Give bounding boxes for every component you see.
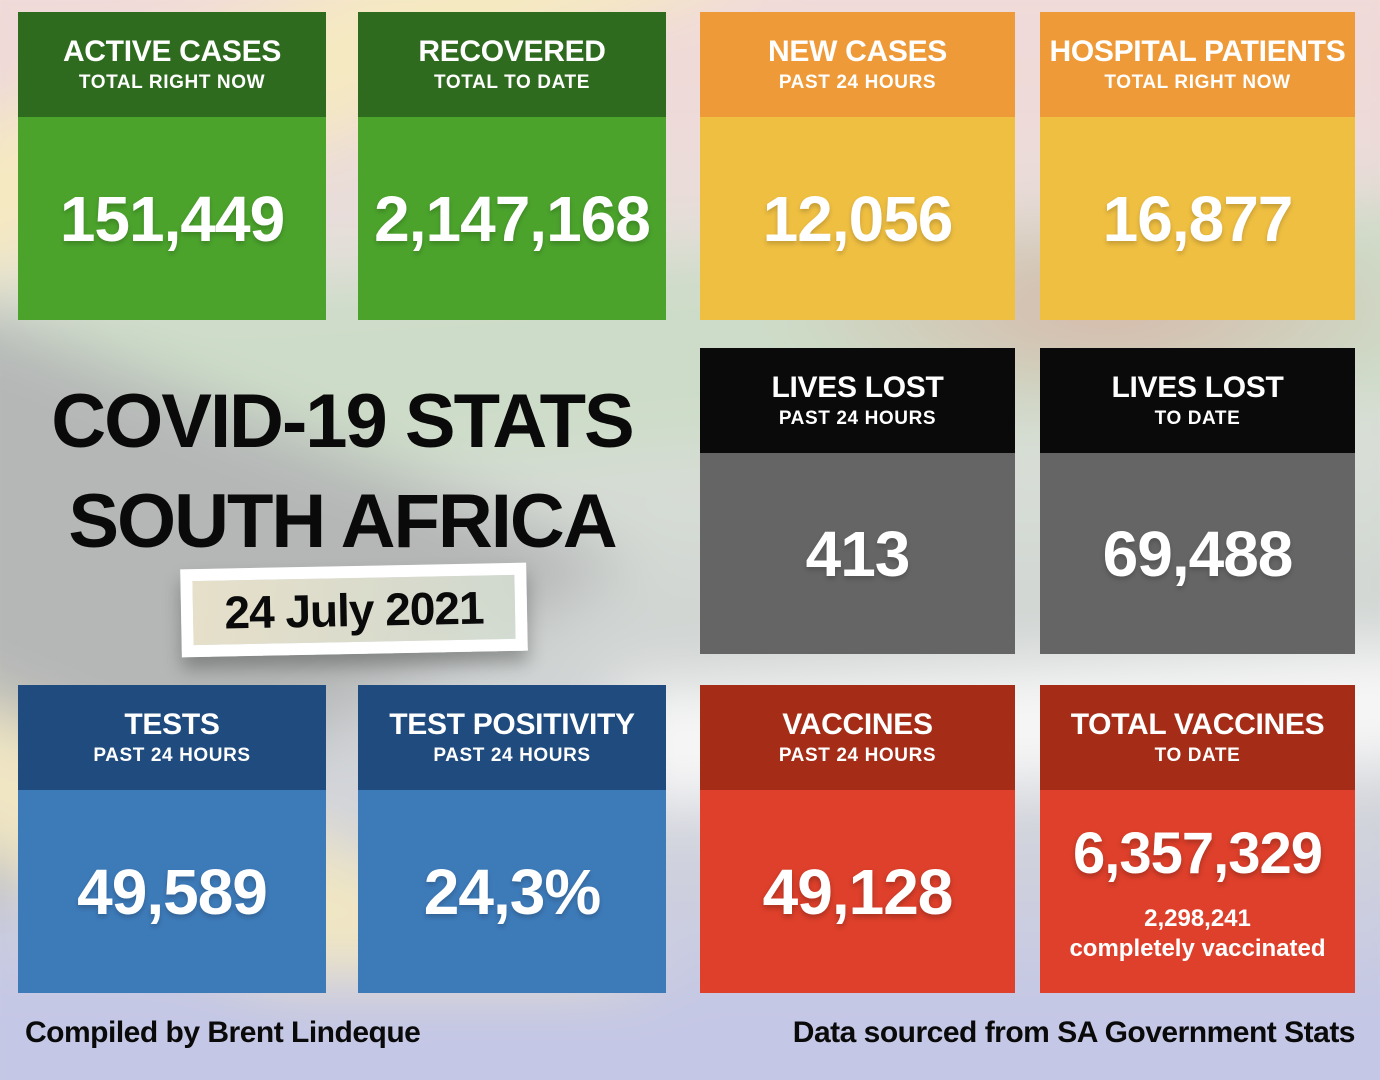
card-body: 2,147,168 <box>358 117 666 320</box>
card-header: HOSPITAL PATIENTS TOTAL RIGHT NOW <box>1040 12 1355 117</box>
footer-source: Data sourced from SA Government Stats <box>792 1016 1356 1049</box>
card-subtitle: TOTAL RIGHT NOW <box>1104 72 1291 93</box>
card-header: VACCINES PAST 24 HOURS <box>700 685 1015 790</box>
card-header: TOTAL VACCINES TO DATE <box>1040 685 1355 790</box>
card-new-cases: NEW CASES PAST 24 HOURS 12,056 <box>700 12 1015 320</box>
card-title: LIVES LOST <box>1111 371 1284 404</box>
card-body: 151,449 <box>18 117 326 320</box>
card-subtitle: PAST 24 HOURS <box>433 745 591 766</box>
card-value: 151,449 <box>59 182 285 255</box>
card-value: 12,056 <box>762 182 954 255</box>
card-title: TOTAL VACCINES <box>1070 708 1325 741</box>
card-subtitle: TOTAL RIGHT NOW <box>78 72 266 93</box>
card-header: TESTS PAST 24 HOURS <box>18 685 326 790</box>
card-title: ACTIVE CASES <box>62 35 282 68</box>
date-badge: 24 July 2021 <box>180 562 528 658</box>
card-hospital-patients: HOSPITAL PATIENTS TOTAL RIGHT NOW 16,877 <box>1040 12 1355 320</box>
card-body: 16,877 <box>1040 117 1355 320</box>
card-vaccines: VACCINES PAST 24 HOURS 49,128 <box>700 685 1015 993</box>
card-value: 24,3% <box>423 855 601 928</box>
card-subtitle: TO DATE <box>1154 408 1241 429</box>
card-recovered: RECOVERED TOTAL TO DATE 2,147,168 <box>358 12 666 320</box>
card-value: 16,877 <box>1102 182 1294 255</box>
card-body: 6,357,329 2,298,241 completely vaccinate… <box>1040 790 1355 993</box>
footer-credit: Compiled by Brent Lindeque <box>25 1016 421 1049</box>
card-subtitle: PAST 24 HOURS <box>778 745 937 766</box>
card-lives-lost-total: LIVES LOST TO DATE 69,488 <box>1040 348 1355 654</box>
card-title: TEST POSITIVITY <box>389 708 635 741</box>
card-body: 413 <box>700 453 1015 654</box>
card-header: LIVES LOST TO DATE <box>1040 348 1355 453</box>
card-subtitle: PAST 24 HOURS <box>778 72 937 93</box>
card-title: HOSPITAL PATIENTS <box>1049 35 1346 68</box>
card-body: 49,589 <box>18 790 326 993</box>
page-title-line1: COVID-19 STATS <box>51 379 634 464</box>
card-body: 12,056 <box>700 117 1015 320</box>
page-title-line2: SOUTH AFRICA <box>68 479 617 565</box>
card-body: 24,3% <box>358 790 666 993</box>
card-value: 2,147,168 <box>374 182 651 255</box>
card-title: NEW CASES <box>768 35 947 68</box>
card-note-value: 2,298,241 <box>1144 905 1251 932</box>
card-header: RECOVERED TOTAL TO DATE <box>358 12 666 117</box>
card-value: 6,357,329 <box>1072 821 1323 886</box>
card-total-vaccines: TOTAL VACCINES TO DATE 6,357,329 2,298,2… <box>1040 685 1355 993</box>
card-subtitle: TO DATE <box>1154 745 1241 766</box>
card-body: 49,128 <box>700 790 1015 993</box>
card-title: RECOVERED <box>418 35 606 68</box>
card-test-positivity: TEST POSITIVITY PAST 24 HOURS 24,3% <box>358 685 666 993</box>
card-tests: TESTS PAST 24 HOURS 49,589 <box>18 685 326 993</box>
card-value: 49,128 <box>762 855 954 928</box>
card-title: TESTS <box>124 708 220 741</box>
card-header: ACTIVE CASES TOTAL RIGHT NOW <box>18 12 326 117</box>
card-header: LIVES LOST PAST 24 HOURS <box>700 348 1015 453</box>
card-header: NEW CASES PAST 24 HOURS <box>700 12 1015 117</box>
card-note-label: completely vaccinated <box>1069 935 1326 962</box>
card-body: 69,488 <box>1040 453 1355 654</box>
card-title: VACCINES <box>782 708 933 741</box>
page-title: COVID-19 STATS SOUTH AFRICA <box>18 372 666 573</box>
date-text: 24 July 2021 <box>223 581 485 639</box>
card-header: TEST POSITIVITY PAST 24 HOURS <box>358 685 666 790</box>
card-value: 69,488 <box>1102 517 1294 590</box>
card-subtitle: PAST 24 HOURS <box>778 408 937 429</box>
card-active-cases: ACTIVE CASES TOTAL RIGHT NOW 151,449 <box>18 12 326 320</box>
flag-blue-band <box>0 979 1380 1080</box>
card-value: 413 <box>805 517 911 590</box>
card-value: 49,589 <box>77 855 268 928</box>
card-subtitle: PAST 24 HOURS <box>93 745 251 766</box>
card-subtitle: TOTAL TO DATE <box>434 72 590 93</box>
card-lives-lost-24h: LIVES LOST PAST 24 HOURS 413 <box>700 348 1015 654</box>
card-title: LIVES LOST <box>771 371 944 404</box>
